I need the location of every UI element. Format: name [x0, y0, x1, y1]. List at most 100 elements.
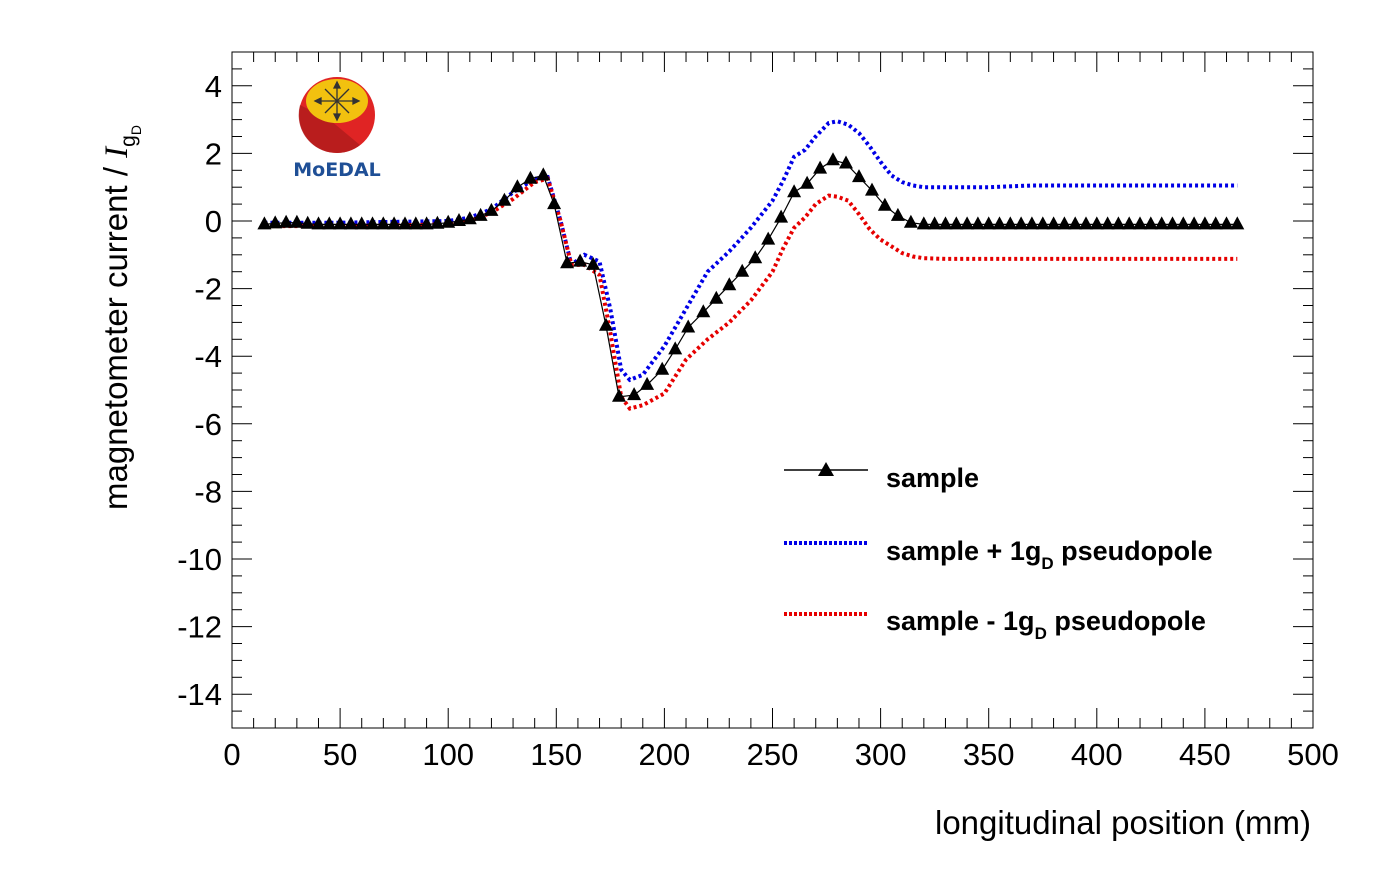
sample-point: [1154, 216, 1169, 230]
series-minus: [264, 176, 1238, 411]
y-tick-label: -4: [194, 339, 222, 374]
sample-point: [573, 253, 588, 267]
sample-point: [1133, 216, 1147, 230]
x-tick-label: 250: [747, 737, 799, 772]
sample-point: [1035, 216, 1050, 230]
sample-point: [333, 216, 348, 230]
sample-point: [462, 211, 477, 225]
sample-point: [365, 216, 380, 230]
sample-point: [1208, 216, 1223, 230]
sample-point: [599, 317, 613, 331]
sample-point: [484, 202, 499, 216]
series-plus: [264, 119, 1238, 383]
series-sample-line: [264, 159, 1238, 398]
sample-point: [289, 214, 304, 228]
y-axis-tick-labels: 4 2 0 -2 -4 -6 -8 -10 -12 -14: [177, 69, 222, 712]
x-tick-label: 450: [1179, 737, 1231, 772]
sample-point: [761, 231, 776, 245]
sample-point: [1187, 216, 1202, 230]
legend-label-minus-tail: pseudopole: [1047, 606, 1206, 636]
y-axis-title-sub: g: [117, 135, 140, 147]
x-tick-label: 400: [1071, 737, 1123, 772]
x-tick-label: 350: [963, 737, 1015, 772]
legend-entry-minus: sample - 1gD pseudopole: [784, 606, 1206, 643]
sample-point: [916, 216, 931, 230]
x-tick-label: 500: [1287, 737, 1339, 772]
sample-point: [376, 216, 391, 230]
sample-point: [343, 216, 358, 230]
sample-point: [354, 216, 369, 230]
sample-point: [1014, 216, 1029, 230]
y-tick-label: -10: [177, 542, 222, 577]
x-axis-tick-labels: 0 50 100 150 200 250 300 350 400 450 500: [223, 737, 1338, 772]
sample-point: [560, 255, 575, 269]
x-tick-label: 50: [323, 737, 357, 772]
legend-label-plus-tail: pseudopole: [1054, 536, 1213, 566]
legend-label-minus: sample - 1g: [886, 606, 1035, 636]
sample-point: [322, 216, 337, 230]
moedal-logo: MoEDAL: [293, 77, 381, 181]
y-tick-label: -6: [194, 407, 222, 442]
y-tick-label: 4: [205, 69, 222, 104]
y-tick-label: 0: [205, 204, 222, 239]
legend-marker-sample: [818, 462, 834, 476]
sample-point: [774, 209, 789, 223]
sample-point: [681, 319, 696, 333]
legend-entry-sample: sample: [784, 462, 979, 493]
legend-label-plus-sub: D: [1041, 554, 1053, 573]
sample-point: [668, 341, 683, 355]
sample-point: [586, 256, 601, 270]
sample-point: [311, 216, 326, 230]
series-layer: [257, 119, 1245, 411]
sample-point: [510, 179, 525, 193]
legend-label-sample: sample: [886, 463, 979, 493]
sample-point: [1089, 216, 1104, 230]
sample-point: [927, 216, 942, 230]
x-tick-label: 100: [422, 737, 474, 772]
legend-label-plus: sample + 1g: [886, 536, 1041, 566]
sample-point: [696, 304, 711, 318]
sample-point: [408, 216, 423, 230]
sample-point: [735, 263, 750, 277]
sample-point: [387, 216, 402, 230]
logo-shadow: [298, 105, 360, 154]
sample-point: [938, 216, 953, 230]
sample-point: [1165, 216, 1180, 230]
sample-point: [1057, 216, 1072, 230]
sample-point: [787, 184, 802, 198]
legend: sample sample + 1gD pseudopole sample - …: [784, 462, 1213, 643]
sample-point: [748, 250, 763, 264]
sample-point: [1176, 216, 1191, 230]
sample-point: [430, 215, 445, 229]
legend-entry-plus: sample + 1gD pseudopole: [784, 536, 1213, 573]
sample-point: [1079, 216, 1093, 230]
y-tick-label: -2: [194, 272, 222, 307]
sample-point: [497, 192, 512, 206]
svg-text:sample + 1gD pseudopole: sample + 1gD pseudopole: [886, 536, 1213, 573]
y-axis-title: magnetometer current / IgD: [97, 125, 144, 510]
sample-point: [419, 216, 434, 230]
sample-point: [949, 216, 964, 230]
sample-point: [992, 216, 1007, 230]
sample-point: [612, 388, 626, 402]
sample-point: [257, 216, 272, 230]
sample-point: [970, 216, 985, 230]
y-tick-label: -14: [177, 677, 222, 712]
sample-point: [981, 216, 996, 230]
sample-point: [1100, 216, 1115, 230]
sample-point: [627, 387, 642, 401]
sample-point: [865, 182, 879, 196]
sample-point: [1003, 216, 1018, 230]
sample-point: [398, 216, 412, 230]
sample-point: [1230, 216, 1245, 230]
sample-point: [722, 277, 737, 291]
sample-point: [452, 213, 466, 226]
sample-point: [1024, 216, 1039, 230]
sample-point: [640, 376, 655, 390]
sample-point: [800, 175, 815, 189]
sample-point: [709, 290, 724, 304]
series-minus-line: [264, 176, 1238, 411]
sample-point: [839, 155, 853, 169]
sample-point: [852, 169, 866, 183]
sample-point: [547, 196, 562, 210]
